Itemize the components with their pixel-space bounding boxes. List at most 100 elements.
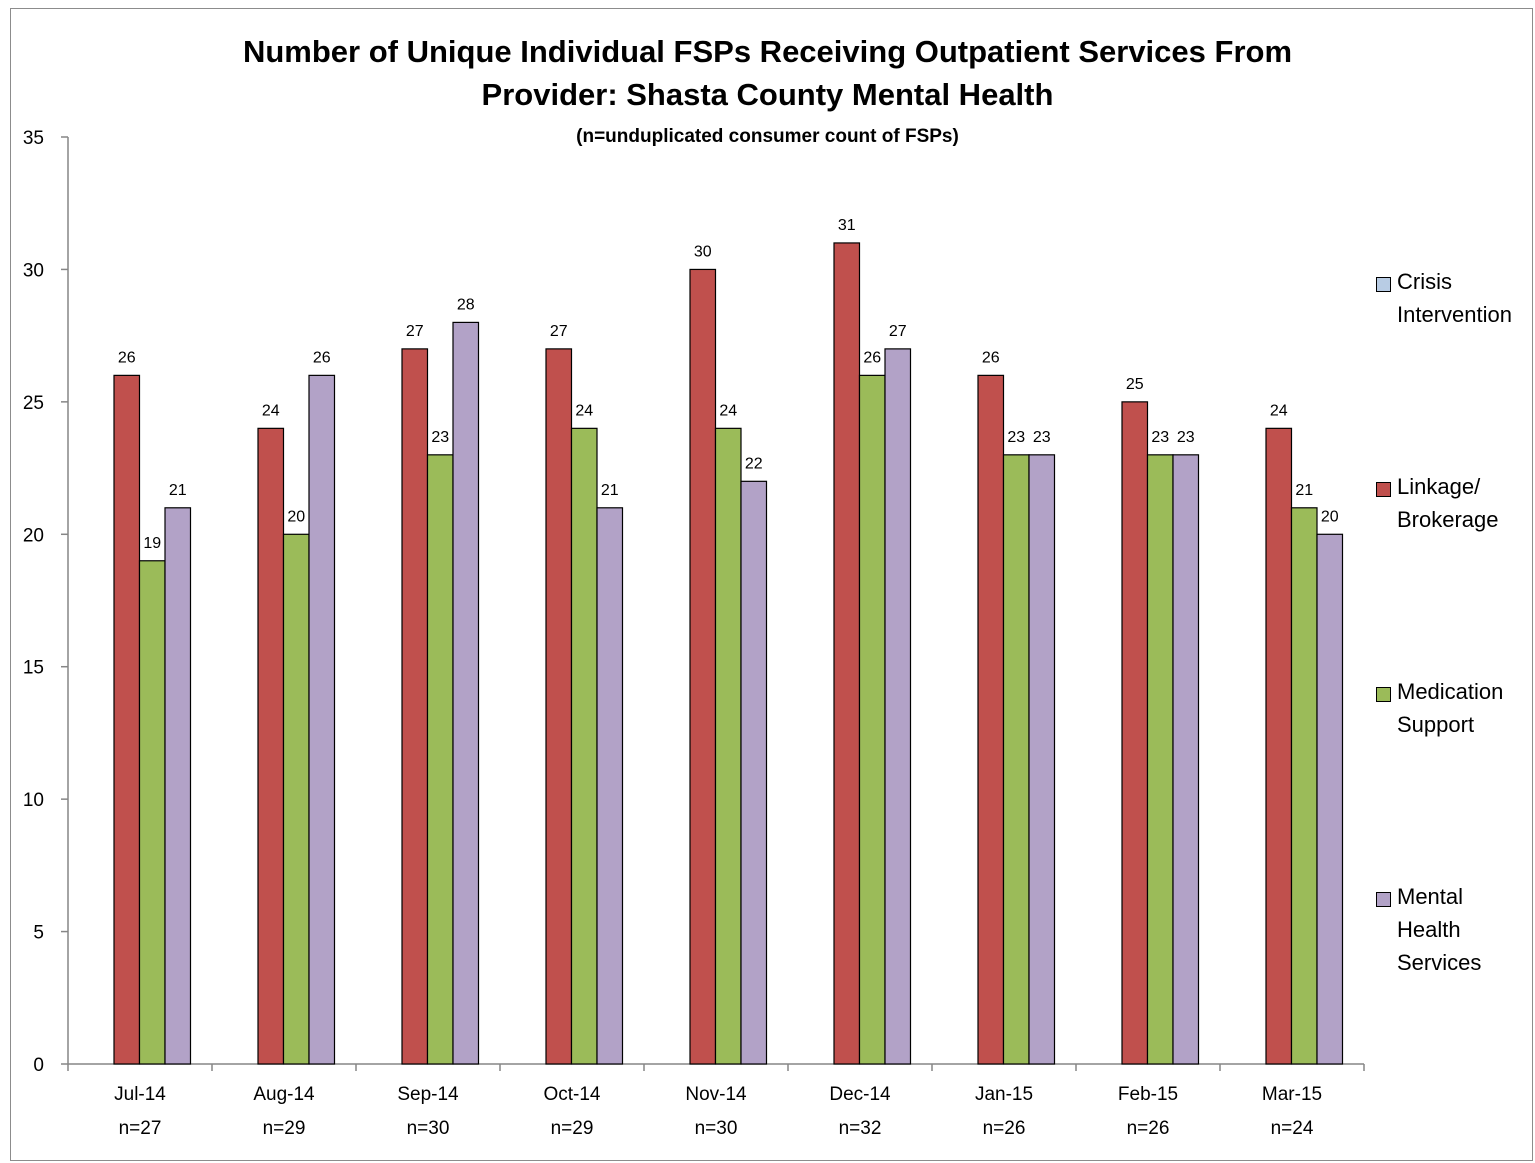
- x-tick-label: Aug-14: [253, 1084, 315, 1105]
- chart-subtitle: (n=unduplicated consumer count of FSPs): [576, 126, 959, 147]
- data-label: 26: [982, 349, 1000, 366]
- bar: [858, 374, 886, 1065]
- bar: [113, 374, 141, 1065]
- data-label: 24: [262, 402, 280, 419]
- legend-label: Crisis Intervention: [1397, 265, 1512, 331]
- data-label: 21: [601, 482, 619, 499]
- bar: [1121, 401, 1149, 1065]
- data-label: 24: [1270, 402, 1288, 419]
- bar: [138, 560, 166, 1065]
- x-tick-label: Sep-14: [397, 1084, 459, 1105]
- legend-label-line: Mental: [1397, 884, 1464, 909]
- legend-swatch: [1376, 277, 1391, 292]
- data-label: 26: [118, 349, 136, 366]
- bar: [1146, 454, 1174, 1065]
- bar: [1028, 454, 1056, 1065]
- legend-label-line: Crisis: [1397, 269, 1452, 294]
- bar: [1316, 533, 1344, 1065]
- data-label: 24: [575, 402, 593, 419]
- data-label: 25: [1126, 376, 1144, 393]
- data-label: 21: [169, 482, 187, 499]
- bar: [257, 427, 285, 1065]
- data-label: 23: [1151, 429, 1169, 446]
- legend-label-line: Linkage/: [1397, 474, 1481, 499]
- legend-label: Medication Support: [1397, 675, 1503, 741]
- x-tick-n-label: n=29: [551, 1118, 594, 1139]
- data-label: 30: [694, 243, 712, 260]
- bar: [426, 454, 454, 1065]
- data-label: 23: [431, 429, 449, 446]
- bar: [833, 242, 861, 1065]
- data-label: 24: [719, 402, 737, 419]
- legend-swatch: [1376, 687, 1391, 702]
- data-label: 21: [1295, 482, 1313, 499]
- y-tick-label: 20: [23, 525, 44, 546]
- x-tick-n-label: n=30: [695, 1118, 738, 1139]
- data-label: 27: [406, 323, 424, 340]
- y-tick-label: 15: [23, 658, 44, 679]
- data-label: 27: [889, 323, 907, 340]
- y-tick-label: 0: [33, 1055, 44, 1076]
- legend-item: Linkage/Brokerage: [1376, 474, 1499, 536]
- legend-label-line: Services: [1397, 950, 1482, 975]
- chart-title-line-1: Number of Unique Individual FSPs Receivi…: [242, 34, 1293, 69]
- bar: [1265, 427, 1293, 1065]
- bar: [164, 507, 192, 1065]
- bar: [570, 427, 598, 1065]
- bar: [308, 374, 336, 1065]
- y-tick-label: 10: [23, 790, 44, 811]
- data-label: 19: [143, 535, 161, 552]
- x-tick-label: Dec-14: [829, 1084, 891, 1105]
- data-label: 31: [838, 217, 856, 234]
- y-tick-label: 25: [23, 393, 44, 414]
- bar: [401, 348, 429, 1065]
- legend-label: Linkage/Brokerage: [1397, 470, 1499, 536]
- bar: [596, 507, 624, 1065]
- bar: [1290, 507, 1318, 1065]
- x-tick-label: Mar-15: [1262, 1084, 1322, 1105]
- x-tick-n-label: n=24: [1271, 1118, 1314, 1139]
- x-tick-label: Jul-14: [114, 1084, 166, 1105]
- legend-item: Medication Support: [1376, 679, 1503, 741]
- y-tick-label: 30: [23, 260, 44, 281]
- data-label: 20: [287, 508, 305, 525]
- x-tick-n-label: n=30: [407, 1118, 450, 1139]
- x-tick-label: Oct-14: [543, 1084, 600, 1105]
- data-label: 22: [745, 455, 763, 472]
- bar: [977, 374, 1005, 1065]
- bar: [689, 268, 717, 1065]
- legend-label: Mental Health Services: [1397, 880, 1481, 979]
- bar: [452, 321, 480, 1065]
- legend-swatch: [1376, 892, 1391, 907]
- chart-frame: [10, 8, 1533, 1161]
- data-label: 23: [1033, 429, 1051, 446]
- x-tick-n-label: n=29: [263, 1118, 306, 1139]
- legend-label-line: Intervention: [1397, 302, 1512, 327]
- bar: [1172, 454, 1200, 1065]
- data-label: 27: [550, 323, 568, 340]
- y-tick-label: 5: [33, 923, 44, 944]
- data-label: 28: [457, 296, 475, 313]
- x-tick-label: Jan-15: [975, 1084, 1033, 1105]
- bar: [740, 480, 768, 1065]
- x-tick-label: Feb-15: [1118, 1084, 1178, 1105]
- legend-swatch: [1376, 482, 1391, 497]
- bar: [884, 348, 912, 1065]
- y-tick-label: 35: [23, 128, 44, 149]
- data-label: 26: [313, 349, 331, 366]
- bar: [545, 348, 573, 1065]
- x-tick-n-label: n=26: [983, 1118, 1026, 1139]
- legend-label-line: Support: [1397, 712, 1475, 737]
- legend-label-line: Health: [1397, 917, 1461, 942]
- legend-item: Crisis Intervention: [1376, 269, 1512, 331]
- legend-label-line: Medication: [1397, 679, 1504, 704]
- bar: [1002, 454, 1030, 1065]
- chart-title-line-2: Provider: Shasta County Mental Health: [481, 77, 1054, 112]
- x-tick-n-label: n=26: [1127, 1118, 1170, 1139]
- x-tick-n-label: n=32: [839, 1118, 882, 1139]
- data-label: 20: [1321, 508, 1339, 525]
- data-label: 26: [863, 349, 881, 366]
- x-tick-n-label: n=27: [119, 1118, 162, 1139]
- x-tick-label: Nov-14: [685, 1084, 747, 1105]
- legend-item: Mental Health Services: [1376, 884, 1481, 979]
